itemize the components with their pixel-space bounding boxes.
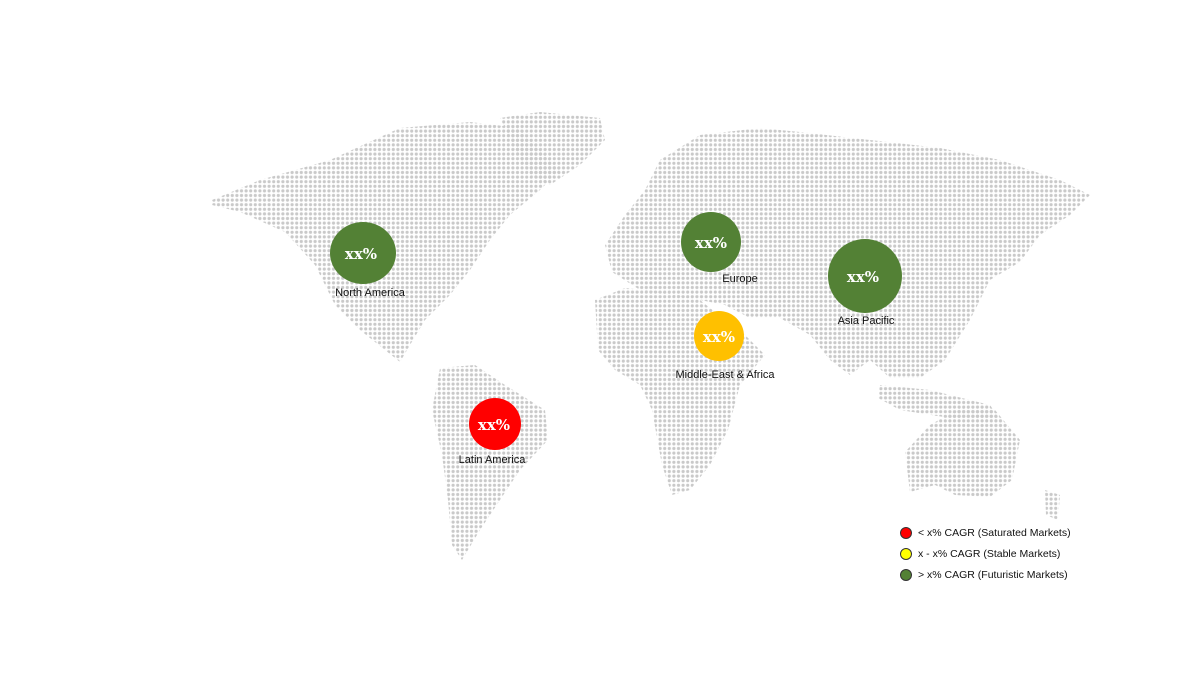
new-zealand-land bbox=[1045, 490, 1060, 520]
legend-item-saturated: < x% CAGR (Saturated Markets) bbox=[900, 522, 1071, 543]
region-label: Middle-East & Africa bbox=[675, 369, 775, 381]
region-asia-pacific[interactable]: xx% Asia Pacific bbox=[828, 239, 902, 327]
region-bubble[interactable] bbox=[681, 212, 741, 272]
legend: < x% CAGR (Saturated Markets) x - x% CAG… bbox=[900, 522, 1071, 585]
region-value: xx% bbox=[703, 328, 735, 346]
legend-label: > x% CAGR (Futuristic Markets) bbox=[918, 568, 1068, 581]
greenland-land bbox=[500, 112, 605, 185]
green-dot-icon bbox=[900, 568, 912, 581]
region-latin-america[interactable]: xx% Latin America bbox=[459, 398, 527, 466]
region-label: Europe bbox=[722, 273, 757, 285]
legend-label: x - x% CAGR (Stable Markets) bbox=[918, 547, 1061, 560]
africa-land bbox=[595, 288, 765, 495]
legend-item-futuristic: > x% CAGR (Futuristic Markets) bbox=[900, 564, 1071, 585]
australia-land bbox=[905, 408, 1020, 497]
legend-label: < x% CAGR (Saturated Markets) bbox=[918, 526, 1071, 539]
land-dots bbox=[212, 112, 1090, 560]
region-value: xx% bbox=[478, 416, 510, 434]
region-value: xx% bbox=[345, 245, 377, 263]
region-bubble[interactable] bbox=[469, 398, 521, 450]
region-value: xx% bbox=[695, 234, 727, 252]
region-europe[interactable]: xx% Europe bbox=[681, 212, 758, 285]
south-america-land bbox=[432, 365, 548, 560]
yellow-dot-icon bbox=[900, 547, 912, 560]
region-bubble[interactable] bbox=[330, 222, 396, 284]
region-middle-east-africa[interactable]: xx% Middle-East & Africa bbox=[675, 311, 775, 381]
region-north-america[interactable]: xx% North America bbox=[330, 222, 406, 299]
legend-item-stable: x - x% CAGR (Stable Markets) bbox=[900, 543, 1071, 564]
region-bubble[interactable] bbox=[694, 311, 744, 361]
region-label: North America bbox=[335, 287, 406, 299]
red-dot-icon bbox=[900, 526, 912, 539]
region-bubble[interactable] bbox=[828, 239, 902, 313]
region-value: xx% bbox=[847, 268, 879, 286]
region-label: Asia Pacific bbox=[838, 315, 895, 327]
region-label: Latin America bbox=[459, 454, 527, 466]
